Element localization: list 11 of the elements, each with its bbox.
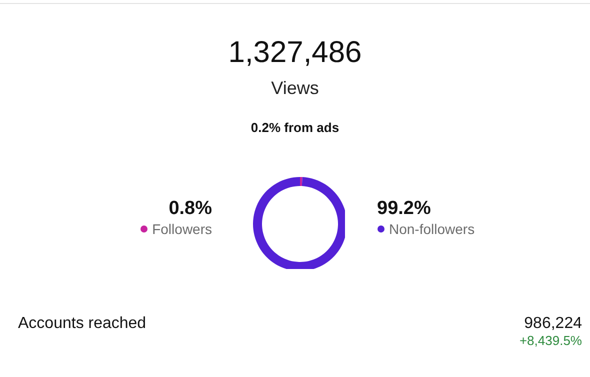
- text: 0.2% from ads: [250, 120, 340, 135]
- donut-slice: [253, 177, 345, 269]
- text: +8,439.5%: [519, 333, 582, 348]
- text: 986,224: [524, 315, 582, 333]
- chart-title: 1,327,486: [227, 36, 363, 70]
- legend-label: Followers: [152, 220, 212, 238]
- text: Accounts reached: [18, 315, 146, 333]
- data-label: 0.8%: [168, 198, 212, 220]
- data-label: 99.2%: [377, 198, 432, 220]
- chart-subtitle: Views: [270, 78, 320, 99]
- legend-label: Non-followers: [389, 220, 475, 238]
